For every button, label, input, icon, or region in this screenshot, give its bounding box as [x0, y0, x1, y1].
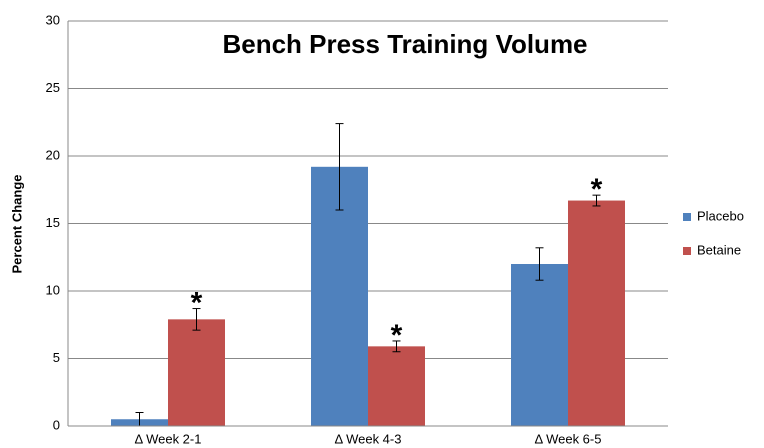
bar: [168, 319, 225, 426]
legend-swatch: [683, 247, 691, 255]
y-tick-label: 5: [53, 350, 60, 365]
bar: [511, 264, 568, 426]
y-tick-label: 10: [46, 282, 60, 297]
y-tick-label: 15: [46, 215, 60, 230]
legend-swatch: [683, 213, 691, 221]
significance-marker: *: [391, 319, 403, 352]
x-tick-label: Δ Week 4-3: [335, 431, 402, 446]
y-tick-label: 30: [46, 12, 60, 27]
bar: [368, 346, 425, 426]
legend-label: Betaine: [697, 242, 741, 257]
significance-marker: *: [591, 173, 603, 206]
bar: [568, 200, 625, 426]
y-tick-label: 25: [46, 80, 60, 95]
significance-marker: *: [191, 286, 203, 319]
x-tick-label: Δ Week 2-1: [135, 431, 202, 446]
x-tick-label: Δ Week 6-5: [535, 431, 602, 446]
y-tick-label: 0: [53, 417, 60, 432]
y-axis-label: Percent Change: [9, 175, 24, 274]
legend-label: Placebo: [697, 208, 744, 223]
y-tick-label: 20: [46, 147, 60, 162]
chart-title: Bench Press Training Volume: [222, 29, 587, 59]
